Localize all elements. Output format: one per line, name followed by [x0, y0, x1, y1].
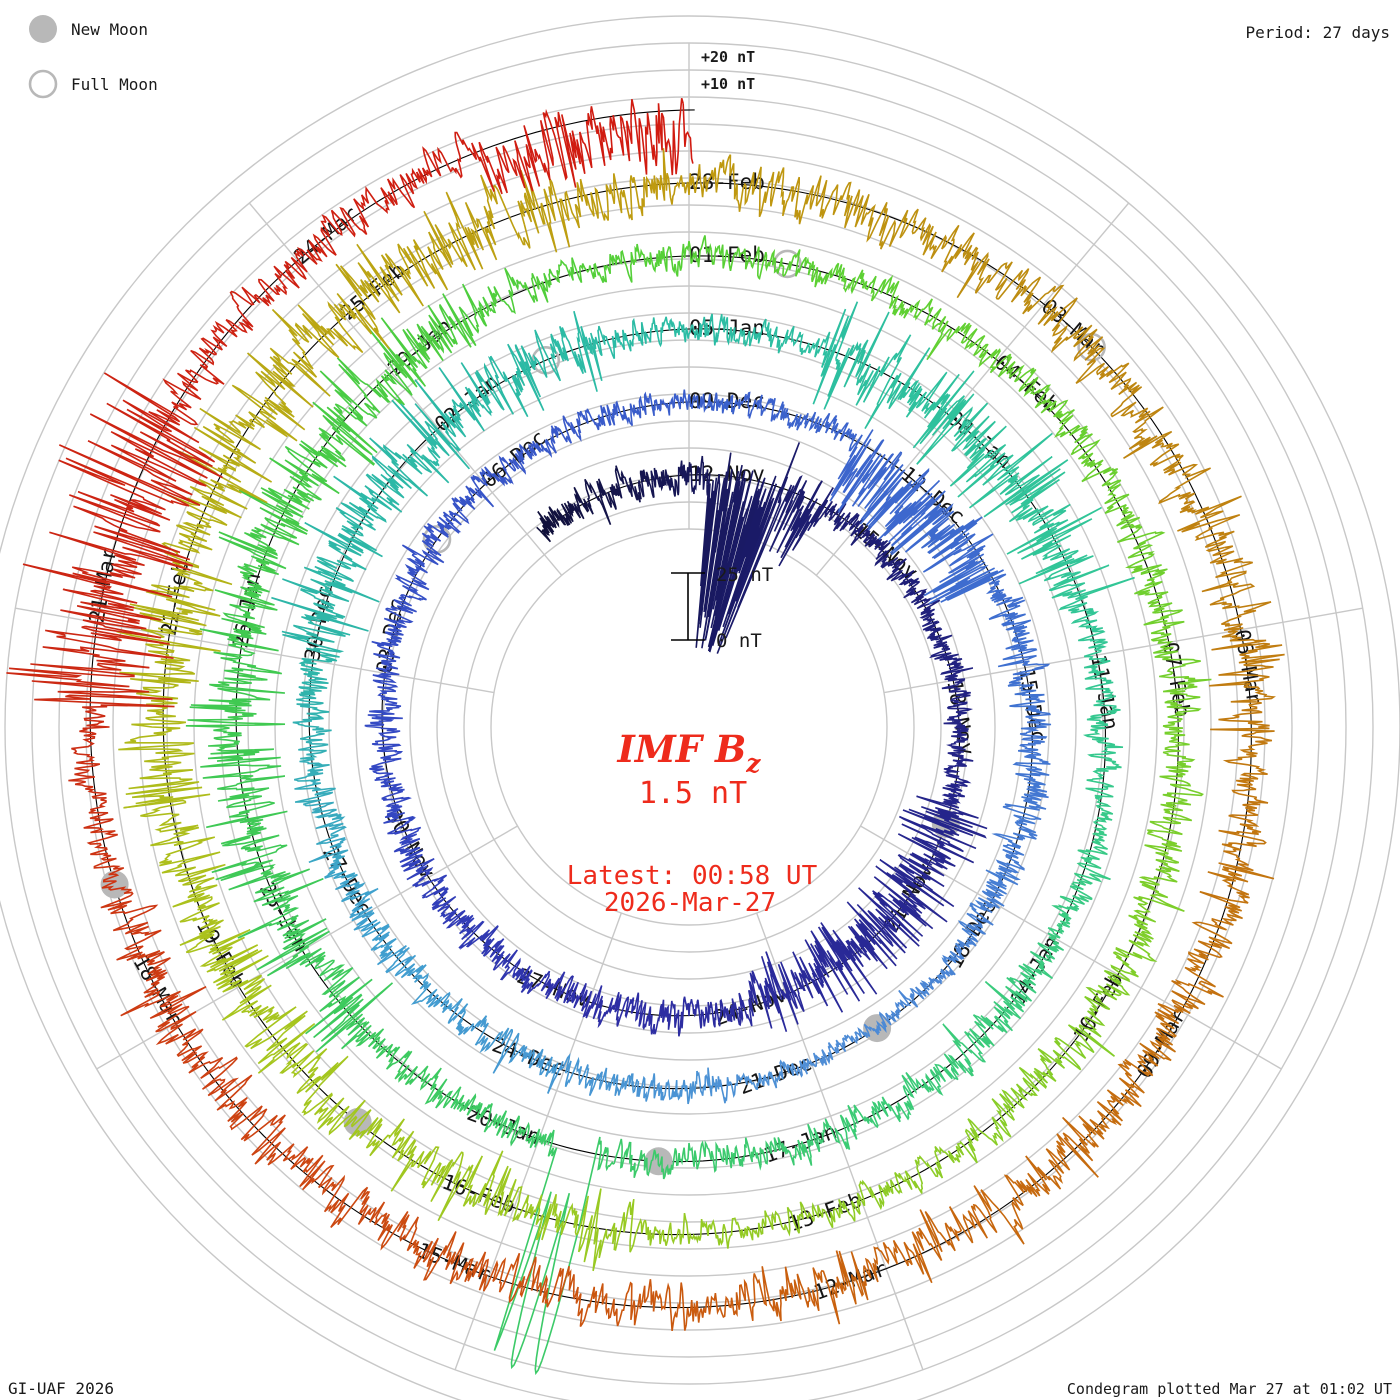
- new-moon-marker: [100, 870, 129, 899]
- legend-full-moon-label: Full Moon: [71, 75, 158, 94]
- current-value: 1.5 nT: [639, 776, 747, 811]
- footer-plotted-time: Condegram plotted Mar 27 at 01:02 UT: [1067, 1380, 1392, 1398]
- new-moon-icon: [29, 15, 57, 43]
- footer-credit: GI-UAF 2026: [8, 1379, 114, 1398]
- legend-new-moon-label: New Moon: [71, 20, 148, 39]
- date-label: 21-Dec: [736, 1051, 815, 1099]
- plot-title-subscript: z: [745, 749, 761, 778]
- latest-date: 2026-Mar-27: [604, 888, 776, 918]
- baseline-spiral: [89, 109, 1252, 1309]
- amplitude-scale-bar: 25 nT 0 nT: [671, 564, 773, 652]
- scale-0nt-label: 0 nT: [716, 630, 762, 652]
- plus20nt-label: +20 nT: [701, 48, 755, 66]
- imf-bz-trace: [6, 97, 1285, 1376]
- latest-time: Latest: 00:58 UT: [567, 861, 818, 891]
- scale-25nt-label: 25 nT: [716, 564, 773, 586]
- period-label: Period: 27 days: [1246, 23, 1391, 42]
- full-moon-icon: [28, 69, 58, 99]
- plot-title-main: IMF B: [617, 727, 747, 771]
- plus10nt-label: +10 nT: [701, 75, 755, 93]
- plot-title: IMF Bz: [617, 727, 762, 778]
- center-annotations: IMF Bz 1.5 nT Latest: 00:58 UT 2026-Mar-…: [567, 727, 818, 918]
- legend: New Moon Full Moon: [28, 15, 158, 99]
